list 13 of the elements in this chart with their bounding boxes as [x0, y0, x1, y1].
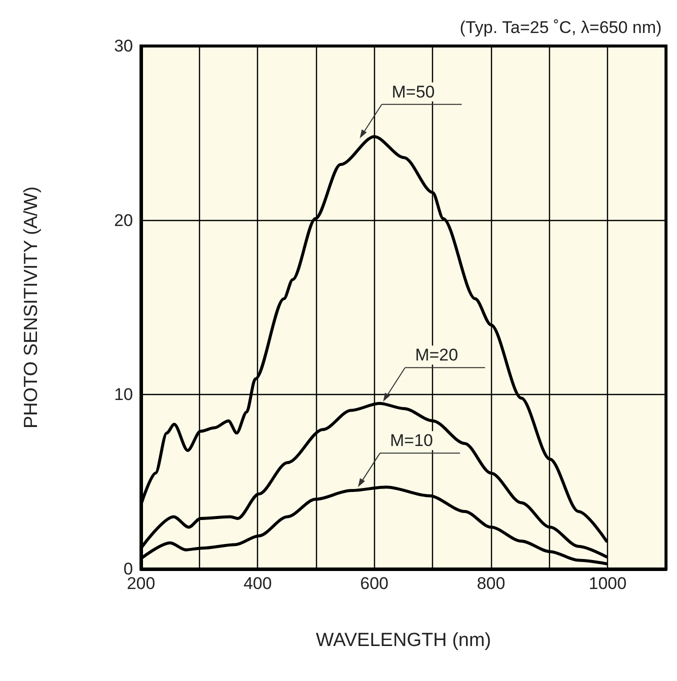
x-axis-title: WAVELENGTH (nm): [316, 630, 492, 651]
annotation: M=20: [415, 346, 458, 365]
chart-title: (Typ. Ta=25 ˚C, λ=650 nm): [460, 18, 662, 37]
annotation: M=50: [392, 82, 435, 102]
x-tick-label: 800: [476, 574, 506, 593]
y-tick-label: 30: [114, 36, 133, 56]
annotation: M=10: [390, 431, 433, 450]
y-tick-label: 20: [114, 210, 133, 230]
x-tick-label: 400: [243, 574, 272, 593]
y-tick-label: 10: [114, 385, 133, 404]
y-axis-title: PHOTO SENSITIVITY (A/W): [21, 186, 42, 429]
x-tick-label: 1000: [588, 574, 627, 593]
x-tick-label: 600: [360, 574, 389, 593]
